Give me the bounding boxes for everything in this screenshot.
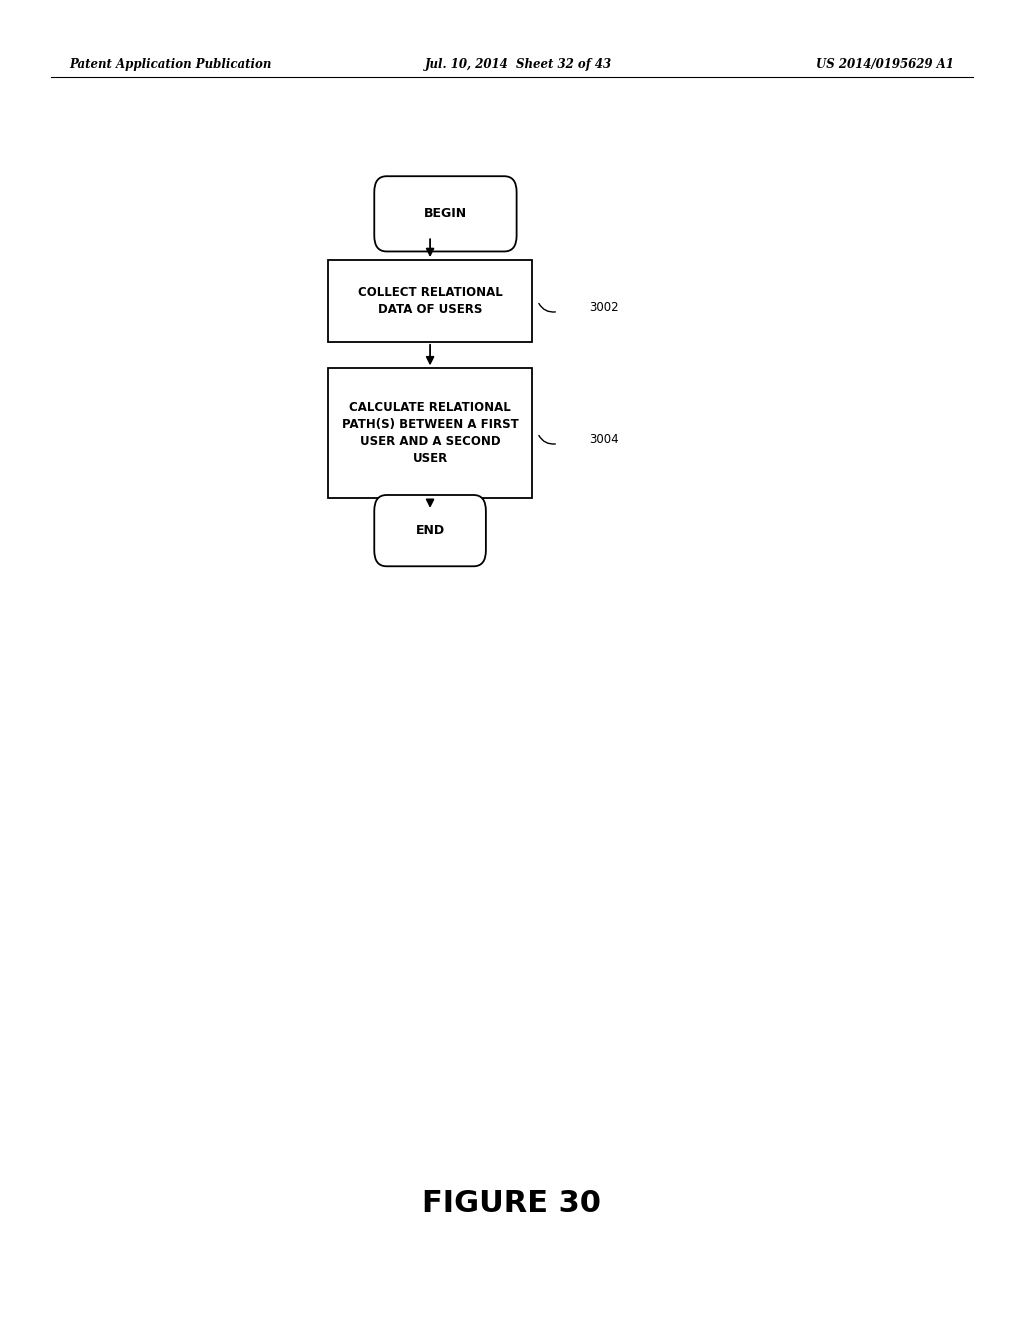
Bar — [328, 260, 532, 342]
Bar — [328, 368, 532, 498]
Text: 3004: 3004 — [589, 433, 618, 446]
Text: Jul. 10, 2014  Sheet 32 of 43: Jul. 10, 2014 Sheet 32 of 43 — [425, 58, 612, 71]
Text: 3002: 3002 — [589, 301, 618, 314]
FancyBboxPatch shape — [375, 495, 486, 566]
Text: COLLECT RELATIONAL
DATA OF USERS: COLLECT RELATIONAL DATA OF USERS — [357, 286, 503, 315]
Text: Patent Application Publication: Patent Application Publication — [70, 58, 272, 71]
Text: US 2014/0195629 A1: US 2014/0195629 A1 — [816, 58, 954, 71]
Text: BEGIN: BEGIN — [424, 207, 467, 220]
Text: FIGURE 30: FIGURE 30 — [423, 1189, 601, 1218]
Text: CALCULATE RELATIONAL
PATH(S) BETWEEN A FIRST
USER AND A SECOND
USER: CALCULATE RELATIONAL PATH(S) BETWEEN A F… — [342, 401, 518, 465]
FancyBboxPatch shape — [375, 177, 516, 251]
Text: END: END — [416, 524, 444, 537]
